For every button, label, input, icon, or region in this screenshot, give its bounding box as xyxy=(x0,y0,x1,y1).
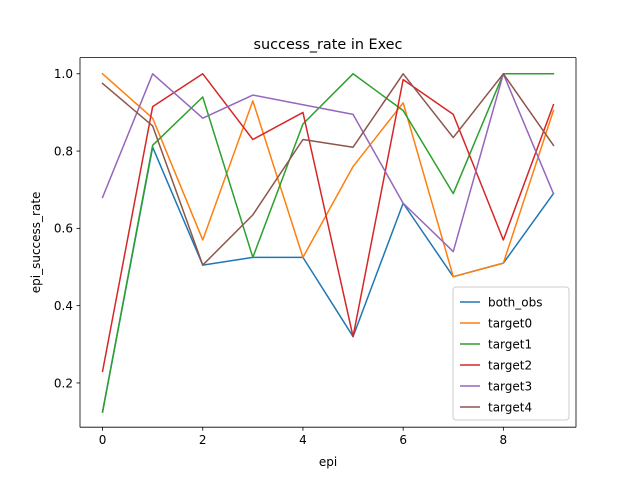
axes-spines xyxy=(79,57,577,428)
x-axis-label: epi xyxy=(319,455,337,469)
x-tick-label: 2 xyxy=(199,433,207,447)
x-axis-ticks: 0 2 4 6 8 xyxy=(99,427,507,447)
chart-title: success_rate in Exec xyxy=(254,37,403,53)
series-line-target2 xyxy=(101,73,555,373)
x-tick-label: 0 xyxy=(99,433,107,447)
y-axis-label: epi_success_rate xyxy=(29,192,43,294)
x-tick-label: 4 xyxy=(299,433,307,447)
legend: both_obs target0 target1 target2 target3 targ… xyxy=(452,286,570,421)
series-line-target1 xyxy=(101,73,555,413)
series-line-target3 xyxy=(101,73,555,253)
y-tick-label: 0.4 xyxy=(54,299,73,313)
legend-box xyxy=(452,286,570,421)
series-line-target0 xyxy=(101,72,555,278)
legend-label: both_obs xyxy=(488,295,542,309)
legend-label: target4 xyxy=(488,400,532,414)
y-tick-label: 0.2 xyxy=(54,376,73,390)
y-tick-label: 0.6 xyxy=(54,222,73,236)
y-axis-ticks: 0.2 0.4 0.6 0.8 1.0 xyxy=(54,67,80,390)
legend-label: target3 xyxy=(488,379,532,393)
series-line-target4 xyxy=(101,73,555,266)
legend-label: target1 xyxy=(488,337,532,351)
x-tick-label: 6 xyxy=(399,433,407,447)
legend-label: target2 xyxy=(488,358,532,372)
y-tick-label: 1.0 xyxy=(54,67,73,81)
y-tick-label: 0.8 xyxy=(54,144,73,158)
legend-label: target0 xyxy=(488,316,532,330)
series-layer xyxy=(101,72,555,413)
x-tick-label: 8 xyxy=(500,433,508,447)
